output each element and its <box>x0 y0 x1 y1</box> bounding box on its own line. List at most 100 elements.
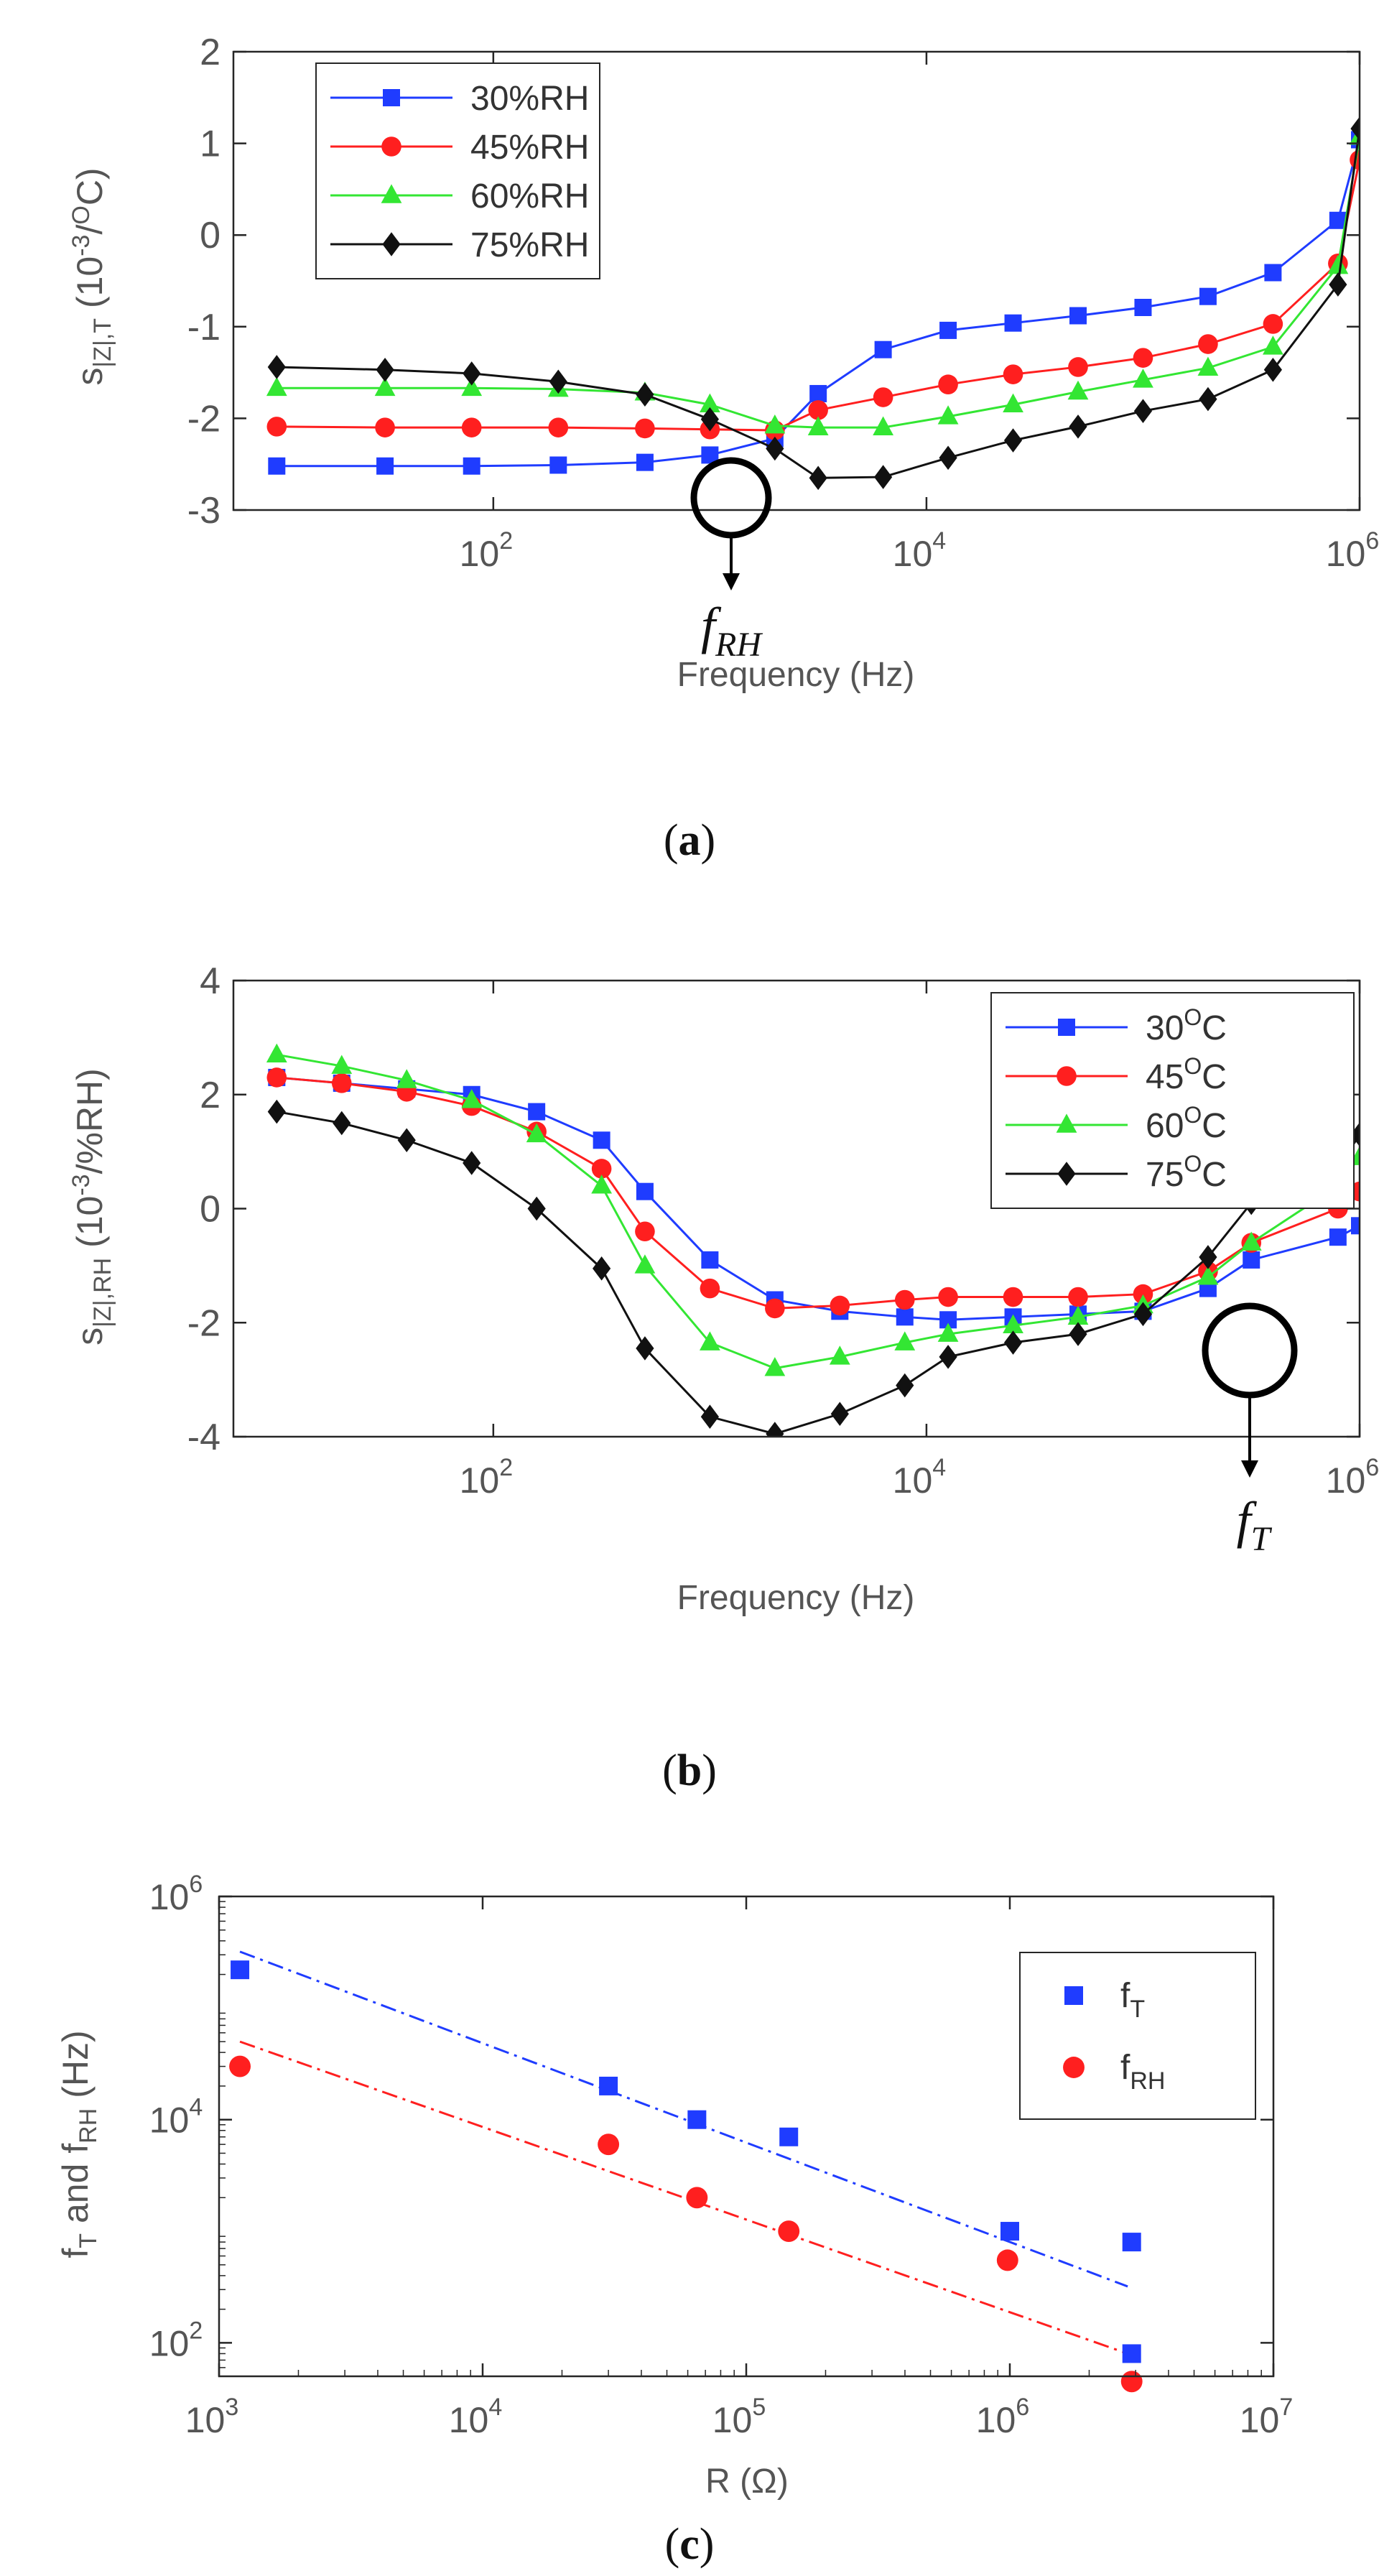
a-legend-0-name: 30%RH <box>470 80 589 118</box>
a-series-1-point-3 <box>548 417 569 437</box>
b-legend-2-unit: C <box>1202 1107 1227 1145</box>
a-series-1-point-11 <box>1068 357 1088 377</box>
c-xtick-1-exp: 4 <box>488 2394 502 2421</box>
a-series-0-point-9 <box>939 321 957 339</box>
a-ytick-2-label: -1 <box>187 307 220 348</box>
b-series-1-point-13 <box>1068 1287 1088 1307</box>
b-series-3-point-15 <box>1199 1245 1217 1269</box>
panel-a-annotation-label: fRH <box>701 597 763 664</box>
c-legend-1-marker <box>1063 2057 1085 2078</box>
a-series-0-point-3 <box>549 456 567 474</box>
a-xtick-2-exp: 6 <box>1365 527 1379 555</box>
c-series-1-point-2 <box>686 2187 708 2209</box>
a-xtick-1-exp: 4 <box>932 527 946 555</box>
b-series-2-point-5 <box>591 1175 613 1194</box>
c-xtick-3-label: 106 <box>976 2394 1030 2440</box>
b-xtick-1-exp: 4 <box>932 1454 946 1481</box>
b-legend-3-label: 75OC <box>1146 1151 1227 1194</box>
a-series-0-point-11 <box>1069 307 1087 325</box>
a-ytick-3-label: 0 <box>200 215 220 256</box>
a-series-1-point-9 <box>938 374 958 394</box>
panel-a-legend: 30%RH 45%RH 60%RH 75%RH <box>315 62 600 279</box>
c-series-1-point-1 <box>598 2133 620 2156</box>
b-series-3-point-10 <box>896 1373 914 1398</box>
c-series-1-point-3 <box>778 2220 800 2242</box>
a-series-1-point-1 <box>375 417 395 437</box>
b-legend-2-label: 60OC <box>1146 1102 1227 1145</box>
a-series-1-point-14 <box>1263 314 1283 334</box>
panel-a-legend-box <box>315 62 600 279</box>
c-xtick-3-exp: 6 <box>1016 2394 1029 2421</box>
b-series-3-point-14 <box>1133 1302 1153 1327</box>
b-series-2-point-1 <box>331 1055 353 1074</box>
b-legend-0-unit: C <box>1202 1009 1227 1047</box>
b-series-1-point-11 <box>938 1287 958 1307</box>
b-series-0-point-5 <box>593 1131 610 1149</box>
c-legend-1-name: f <box>1120 2049 1130 2087</box>
b-series-1-point-6 <box>635 1221 655 1242</box>
b-series-3-point-11 <box>939 1345 957 1369</box>
a-legend-3-name: 75%RH <box>470 226 589 264</box>
a-legend-1-label: 45%RH <box>470 129 589 167</box>
a-series-3-point-8 <box>874 465 893 489</box>
a-series-1-point-0 <box>266 417 287 437</box>
c-series-1-point-0 <box>229 2055 251 2077</box>
b-series-2-point-15 <box>1197 1266 1219 1285</box>
c-series-0-point-5 <box>1122 2344 1141 2363</box>
b-series-1-point-10 <box>894 1289 915 1310</box>
b-series-2-point-8 <box>764 1357 786 1376</box>
a-xtick-0-base: 10 <box>460 534 500 574</box>
b-series-0-point-6 <box>636 1182 654 1200</box>
panel-b-ylabel: s|Z|,RH (10-3/%RH) <box>68 1068 116 1345</box>
b-ytick-0-label: -4 <box>187 1417 220 1458</box>
a-series-1-point-2 <box>461 417 482 437</box>
c-ytick-2-base: 10 <box>149 1877 190 1917</box>
c-xtick-4-base: 10 <box>1240 2400 1280 2440</box>
b-series-3-point-1 <box>333 1111 351 1136</box>
b-series-1-point-14 <box>1133 1284 1153 1305</box>
b-legend-2-unit-sup: O <box>1184 1102 1202 1128</box>
a-series-3-point-2 <box>463 361 481 386</box>
b-series-3-point-5 <box>593 1256 611 1281</box>
panel-a-annotation-arrowhead <box>723 573 740 590</box>
a-xtick-2-base: 10 <box>1326 534 1366 574</box>
b-series-3-point-0 <box>267 1099 286 1124</box>
c-xtick-2-base: 10 <box>712 2400 753 2440</box>
panel-b-legend-box <box>990 992 1355 1209</box>
a-series-3-point-0 <box>267 355 286 379</box>
b-legend-2-marker <box>1056 1113 1077 1133</box>
b-series-0-point-10 <box>896 1308 914 1326</box>
c-series-1-point-5 <box>1120 2371 1143 2393</box>
a-series-1-point-4 <box>635 418 655 439</box>
a-series-2-point-14 <box>1262 335 1283 355</box>
a-series-2-point-5 <box>699 393 720 413</box>
a-series-3-point-12 <box>1133 399 1153 423</box>
a-legend-2-label: 60%RH <box>470 177 589 216</box>
b-series-1-point-5 <box>591 1159 612 1179</box>
b-series-3-point-9 <box>830 1401 849 1427</box>
b-legend-3-marker <box>1057 1162 1076 1186</box>
a-series-1-point-8 <box>873 387 893 407</box>
b-ytick-2-label: 0 <box>200 1189 220 1231</box>
c-xtick-0-exp: 3 <box>225 2394 238 2421</box>
b-ytick-3-label: 2 <box>200 1075 220 1116</box>
a-series-1-point-7 <box>808 400 828 420</box>
a-series-3-point-15 <box>1329 272 1347 297</box>
b-legend-1-label: 45OC <box>1146 1053 1227 1096</box>
caption-b: (b) <box>662 1746 717 1795</box>
b-legend-3-unit-sup: O <box>1184 1151 1202 1177</box>
b-series-2-point-7 <box>699 1331 720 1350</box>
c-series-1-point-4 <box>996 2249 1018 2271</box>
b-series-2-point-16 <box>1240 1231 1262 1251</box>
panel-a-legend-entries: 30%RH 45%RH 60%RH 75%RH <box>330 80 589 264</box>
a-series-0-point-12 <box>1134 299 1152 317</box>
b-series-0-point-16 <box>1243 1251 1260 1269</box>
caption-a: (a) <box>664 816 715 865</box>
a-series-0-point-0 <box>268 457 286 475</box>
a-xtick-1-base: 10 <box>893 534 933 574</box>
